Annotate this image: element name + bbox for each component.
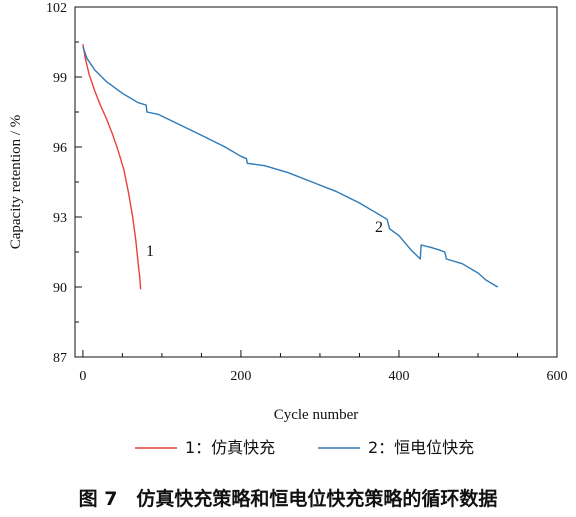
figure-caption: 图 7 仿真快充策略和恒电位快充策略的循环数据 <box>79 487 498 510</box>
axes: 0 200 400 600 87 90 93 96 99 102 Cycle number Capac… <box>8 1 568 423</box>
legend: 1：仿真快充 2：恒电位快充 <box>135 438 474 457</box>
plot-frame <box>74 6 558 358</box>
x-tick-label: 400 <box>388 369 409 384</box>
y-tick-label: 87 <box>53 351 67 366</box>
y-tick-label: 99 <box>53 71 67 86</box>
series-line-2 <box>82 46 499 288</box>
y-tick-label: 90 <box>53 281 67 296</box>
x-axis-title: Cycle number <box>274 407 359 423</box>
annotation-layer: 12 <box>146 219 383 260</box>
y-tick-label: 96 <box>53 141 67 156</box>
y-axis-title: Capacity retention / % <box>8 115 24 250</box>
curve-label-2: 2 <box>375 219 383 236</box>
legend-label-1: 1：仿真快充 <box>185 438 275 457</box>
series-line-1 <box>82 44 142 290</box>
curve-label-1: 1 <box>146 243 154 260</box>
x-tick-label: 0 <box>79 369 86 384</box>
legend-label-2: 2：恒电位快充 <box>368 438 474 457</box>
x-tick-label: 600 <box>547 369 568 384</box>
y-tick-label: 102 <box>46 1 67 16</box>
x-tick-label: 200 <box>230 369 251 384</box>
series-layer <box>82 44 499 290</box>
y-tick-label: 93 <box>53 211 67 226</box>
